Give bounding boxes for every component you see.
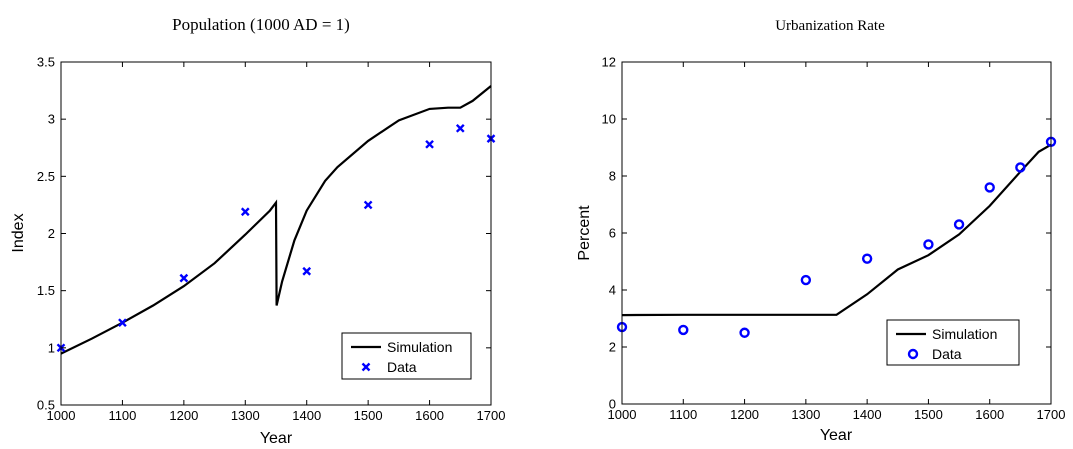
data-point bbox=[984, 182, 995, 193]
data-point bbox=[363, 200, 373, 210]
data-point bbox=[425, 139, 434, 149]
data-point bbox=[1015, 162, 1026, 173]
legend-o-marker bbox=[907, 348, 919, 360]
plot-area bbox=[56, 85, 496, 355]
legend-label-data: Data bbox=[387, 359, 417, 375]
x-tick-label: 1300 bbox=[791, 407, 820, 422]
y-axis-title: Index bbox=[10, 213, 27, 252]
x-tick-label: 1200 bbox=[169, 408, 198, 423]
y-tick-label: 0.5 bbox=[37, 398, 55, 413]
simulation-line bbox=[60, 85, 492, 355]
data-point bbox=[118, 318, 127, 328]
x-tick-label: 1000 bbox=[47, 408, 76, 423]
urbanization-chart: Urbanization Rate 1000 1100 1200 1300 1400 15… bbox=[576, 18, 1065, 444]
legend-box bbox=[886, 319, 1020, 366]
data-point bbox=[739, 327, 750, 338]
y-tick-label: 1.5 bbox=[37, 283, 55, 298]
simulation-line bbox=[621, 143, 1052, 317]
y-tick-label: 10 bbox=[602, 112, 616, 127]
x-tick-label: 1400 bbox=[853, 407, 882, 422]
y-tick-label: 8 bbox=[609, 169, 616, 184]
population-chart: Population (1000 AD = 1) 1000 1100 1200 130… bbox=[10, 15, 505, 447]
x-tick-label: 1100 bbox=[108, 408, 136, 423]
data-point bbox=[302, 266, 312, 276]
x-tick-label: 1600 bbox=[415, 408, 444, 423]
x-tick-label: 1100 bbox=[669, 407, 697, 422]
legend-label-simulation: Simulation bbox=[932, 326, 997, 342]
data-point bbox=[953, 219, 965, 230]
y-axis-title: Percent bbox=[576, 205, 593, 261]
y-tick-label: 6 bbox=[609, 226, 616, 241]
x-tick-label: 1500 bbox=[354, 408, 383, 423]
legend-label-data: Data bbox=[932, 346, 962, 362]
chart-title: Urbanization Rate bbox=[775, 18, 885, 34]
chart-title: Population (1000 AD = 1) bbox=[172, 15, 350, 34]
data-point bbox=[923, 239, 934, 250]
data-point bbox=[678, 324, 689, 336]
y-tick-label: 0 bbox=[609, 397, 616, 412]
y-tick-label: 3 bbox=[48, 112, 55, 127]
y-tick-label: 1 bbox=[48, 340, 55, 355]
y-tick-label: 2 bbox=[609, 340, 616, 355]
data-point bbox=[800, 274, 812, 286]
y-tick-label: 2 bbox=[48, 226, 55, 241]
legend: Simulation Data bbox=[886, 319, 1020, 366]
x-tick-label: 1400 bbox=[292, 408, 321, 423]
x-tick-label: 1600 bbox=[975, 407, 1004, 422]
data-point bbox=[240, 207, 250, 217]
data-point bbox=[455, 123, 465, 133]
y-tick-label: 2.5 bbox=[37, 169, 55, 184]
y-tick-label: 3.5 bbox=[37, 55, 55, 70]
legend: Simulation Data bbox=[341, 332, 472, 380]
x-tick-label: 1300 bbox=[231, 408, 260, 423]
x-tick-label: 1700 bbox=[477, 408, 506, 423]
x-tick-label: 1500 bbox=[914, 407, 943, 422]
x-tick-label: 1200 bbox=[730, 407, 759, 422]
x-tick-label: 1000 bbox=[608, 407, 637, 422]
legend-label-simulation: Simulation bbox=[387, 339, 452, 355]
x-axis-title: Year bbox=[820, 427, 853, 444]
legend-x-marker bbox=[361, 362, 371, 372]
x-tick-label: 1700 bbox=[1037, 407, 1066, 422]
data-point bbox=[861, 253, 873, 264]
axes: 1000 1100 1200 1300 1400 1500 1600 1700 0 2 4 6 8 10 1… bbox=[602, 55, 1066, 423]
y-tick-label: 12 bbox=[602, 55, 616, 70]
x-axis-title: Year bbox=[260, 430, 293, 447]
y-tick-label: 4 bbox=[609, 283, 616, 298]
axes: 1000 1100 1200 1300 1400 1500 1600 1700 0.5 1 1.5 2… bbox=[37, 55, 506, 424]
legend-box bbox=[341, 332, 472, 380]
data-point bbox=[179, 273, 189, 283]
plot-area bbox=[616, 136, 1057, 338]
